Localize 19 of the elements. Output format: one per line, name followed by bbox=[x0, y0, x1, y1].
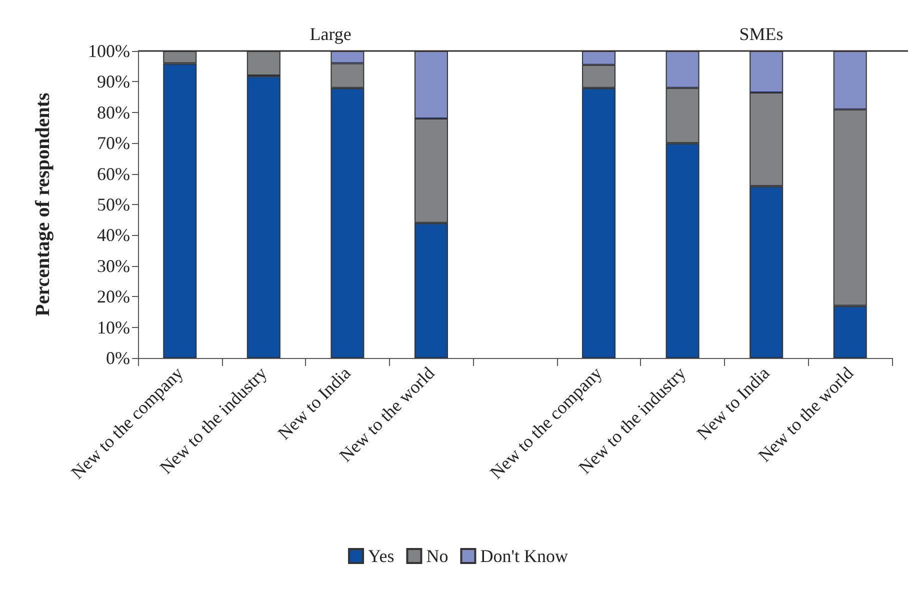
x-tick-label: New to India bbox=[274, 362, 355, 444]
x-tick-label: New to India bbox=[692, 362, 774, 444]
legend-label: No bbox=[426, 546, 448, 566]
y-tick-label: 100% bbox=[88, 41, 130, 61]
legend-label: Don't Know bbox=[480, 546, 568, 566]
y-tick-label: 80% bbox=[97, 102, 130, 122]
y-tick-label: 50% bbox=[97, 194, 130, 214]
y-axis-title: Percentage of respondents bbox=[32, 92, 54, 316]
legend-label: Yes bbox=[368, 546, 394, 566]
y-tick-label: 10% bbox=[97, 317, 130, 338]
y-tick-label: 40% bbox=[97, 225, 130, 246]
text: Large bbox=[310, 24, 352, 44]
y-tick-label: 20% bbox=[97, 286, 130, 307]
y-tick-label: 90% bbox=[97, 72, 130, 92]
y-tick-label: 0% bbox=[106, 348, 130, 368]
y-tick-label: 30% bbox=[97, 256, 130, 276]
y-tick-label: 70% bbox=[97, 133, 130, 154]
text: SMEs bbox=[739, 24, 784, 44]
y-tick-label: 60% bbox=[97, 164, 130, 184]
